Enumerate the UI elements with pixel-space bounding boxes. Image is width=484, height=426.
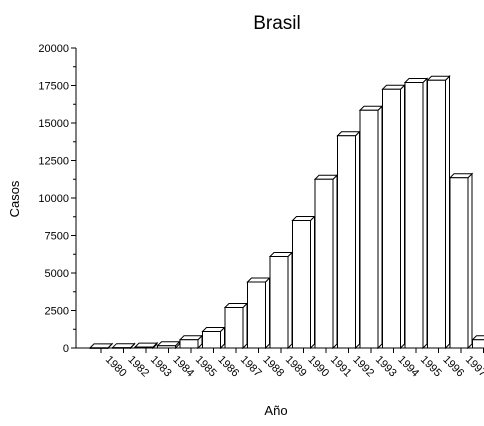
x-tick-label: 1996: [440, 354, 466, 380]
y-axis-title: Casos: [7, 180, 22, 217]
x-tick-label: 1987: [238, 354, 264, 380]
bar-front: [404, 82, 424, 349]
bar: [358, 105, 384, 350]
y-tick-label: 20000: [38, 43, 69, 55]
bar: [471, 335, 484, 349]
y-tick-label: 10000: [38, 193, 69, 205]
bar-front: [382, 88, 401, 349]
bar-side: [287, 251, 293, 350]
bar-side: [355, 130, 360, 350]
bar-top: [88, 343, 114, 349]
bar-side: [242, 302, 248, 350]
bar: [133, 341, 159, 350]
y-tick-label: 7500: [45, 231, 69, 243]
bar: [426, 75, 451, 350]
bar-front: [269, 256, 289, 349]
bar-front: [337, 135, 356, 349]
bar: [268, 251, 294, 350]
bar-front: [224, 307, 244, 349]
bar-front: [314, 178, 334, 349]
bar-side: [467, 172, 473, 350]
bar-top: [448, 173, 474, 179]
bar: [246, 276, 271, 350]
x-tick-label: 1993: [373, 354, 399, 380]
bar-side: [332, 174, 338, 350]
bar-side: [400, 84, 405, 350]
bar-front: [134, 346, 154, 349]
bar: [156, 340, 181, 350]
bar-front: [179, 339, 199, 349]
x-tick-label: 1984: [170, 354, 196, 380]
x-tick-label: 1990: [305, 354, 331, 380]
bar-front: [202, 331, 221, 349]
y-axis: 0 2500 5000 7500 10000 12500 15000 17500 20000: [38, 43, 77, 355]
x-axis-title: Año: [264, 403, 287, 418]
bar-side: [422, 77, 428, 350]
bar-top: [426, 75, 451, 81]
bar-front: [292, 220, 311, 349]
y-tick-label: 17500: [38, 81, 69, 93]
bar: [178, 334, 204, 350]
bar-side: [445, 75, 450, 350]
bar-side: [265, 276, 270, 350]
bar-top: [403, 78, 429, 83]
bar-top: [223, 303, 249, 308]
x-tick-label: 1995: [418, 354, 444, 380]
bar: [223, 302, 249, 350]
bar-top: [178, 335, 204, 341]
y-tick-label: 2500: [45, 306, 69, 318]
x-tick-label: 1986: [215, 354, 241, 380]
bar: [403, 77, 429, 350]
bars: [88, 75, 484, 350]
x-tick-label: 1994: [395, 354, 421, 380]
y-tick-label: 0: [63, 343, 69, 355]
x-tick-label: 1988: [260, 354, 286, 380]
y-tick-label: 12500: [38, 156, 69, 168]
bar-top: [201, 327, 226, 332]
bar-front: [427, 79, 446, 349]
bar: [88, 342, 114, 350]
bar: [336, 130, 361, 350]
bar-top: [111, 343, 136, 349]
bar-front: [449, 177, 469, 349]
bar-front: [112, 347, 131, 349]
bar-top: [381, 84, 406, 90]
y-tick-label: 5000: [45, 268, 69, 280]
bar-top: [156, 341, 181, 347]
bar-top: [336, 131, 361, 137]
x-tick-label: 1991: [328, 354, 354, 380]
bar-side: [310, 215, 315, 350]
x-tick-label: 1989: [283, 354, 309, 380]
bar-top: [246, 277, 271, 283]
bar: [111, 342, 136, 350]
x-axis: 1980198219831984198519861987198819891990…: [76, 347, 484, 380]
bar-front: [359, 109, 379, 349]
bar-front: [472, 339, 484, 349]
bar: [201, 326, 226, 350]
bar-front: [89, 347, 109, 349]
bar-top: [133, 342, 159, 348]
x-tick-label: 1985: [193, 354, 219, 380]
bar: [448, 172, 474, 350]
bar-side: [377, 105, 383, 350]
bar-top: [291, 216, 316, 221]
bar-front: [247, 281, 266, 349]
x-tick-label: 1982: [125, 354, 151, 380]
bar-top: [313, 174, 339, 180]
bar-front: [157, 345, 176, 349]
chart-title: Brasil: [253, 13, 301, 34]
bar: [291, 215, 316, 350]
x-tick-label: 1983: [148, 354, 174, 380]
x-tick-label: 1997: [463, 354, 484, 380]
bar-top: [471, 335, 484, 341]
bar: [313, 174, 339, 350]
x-tick-label: 1980: [103, 354, 129, 380]
bar-top: [268, 252, 294, 257]
y-tick-label: 15000: [38, 118, 69, 130]
x-tick-label: 1992: [350, 354, 376, 380]
bar-top: [358, 105, 384, 111]
bar: [381, 84, 406, 350]
